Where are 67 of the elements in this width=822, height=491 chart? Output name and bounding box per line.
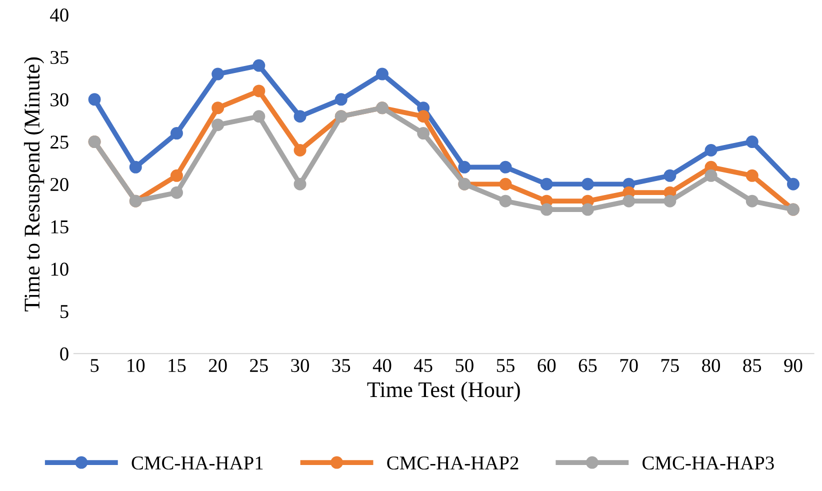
y-tick-label: 0	[60, 347, 68, 360]
point	[294, 144, 306, 156]
point	[294, 178, 306, 190]
point	[622, 194, 636, 208]
point	[704, 169, 718, 182]
point	[417, 127, 430, 140]
y-tick-label: 35	[50, 50, 68, 64]
point	[458, 160, 471, 174]
legend-label: CMC-HA-HAP1	[132, 456, 263, 470]
point	[746, 194, 758, 208]
point	[170, 127, 183, 140]
y-tick-label: 10	[51, 262, 68, 276]
point	[581, 178, 594, 190]
y-tick-label: 30	[50, 93, 68, 106]
point	[499, 160, 512, 174]
x-tick-label: 80	[702, 358, 720, 372]
point	[170, 186, 183, 199]
point	[252, 59, 266, 72]
point	[581, 203, 594, 216]
point	[294, 110, 306, 123]
point	[334, 93, 348, 106]
x-tick-label: 65	[578, 359, 597, 372]
point	[376, 68, 388, 80]
x-axis-title: Time Test (Hour)	[367, 382, 520, 402]
x-tick-label: 30	[291, 358, 310, 372]
point	[704, 144, 718, 156]
x-tick-label: 25	[250, 359, 268, 372]
y-tick-label: 5	[60, 305, 68, 318]
point	[417, 110, 430, 123]
point	[129, 160, 142, 174]
point	[746, 169, 758, 182]
point	[499, 178, 512, 190]
point	[252, 110, 266, 123]
point	[88, 93, 101, 106]
y-tick-label: 40	[50, 8, 68, 22]
point	[212, 102, 224, 114]
point	[212, 118, 224, 132]
x-tick-label: 35	[332, 359, 350, 372]
x-tick-label: 20	[208, 358, 227, 372]
y-axis-title: Time to Resuspend (Minute)	[24, 57, 44, 312]
x-tick-label: 55	[496, 359, 514, 372]
point	[786, 178, 800, 190]
point	[664, 194, 676, 208]
point	[540, 178, 553, 190]
x-tick-label: 90	[784, 358, 802, 372]
x-tick-label: 70	[620, 358, 638, 372]
point	[252, 84, 266, 98]
point	[170, 169, 183, 182]
y-tick-label: 15	[51, 220, 68, 234]
x-tick-label: 10	[128, 358, 145, 372]
point	[540, 203, 553, 216]
x-tick-label: 85	[743, 358, 762, 372]
y-tick-label: 20	[50, 178, 68, 192]
x-tick-label: 5	[90, 359, 99, 372]
x-tick-label: 50	[456, 358, 474, 372]
legend-label: CMC-HA-HAP3	[642, 456, 774, 470]
point	[664, 169, 676, 182]
legend-label: CMC-HA-HAP2	[387, 456, 518, 470]
x-tick-label: 45	[414, 359, 432, 372]
point	[499, 194, 512, 208]
point	[746, 136, 758, 148]
x-tick-label: 60	[538, 358, 556, 372]
x-tick-label: 75	[661, 359, 679, 372]
point	[212, 68, 224, 80]
x-tick-label: 40	[372, 358, 392, 372]
y-tick-label: 25	[50, 136, 68, 149]
x-tick-label: 15	[168, 359, 186, 372]
